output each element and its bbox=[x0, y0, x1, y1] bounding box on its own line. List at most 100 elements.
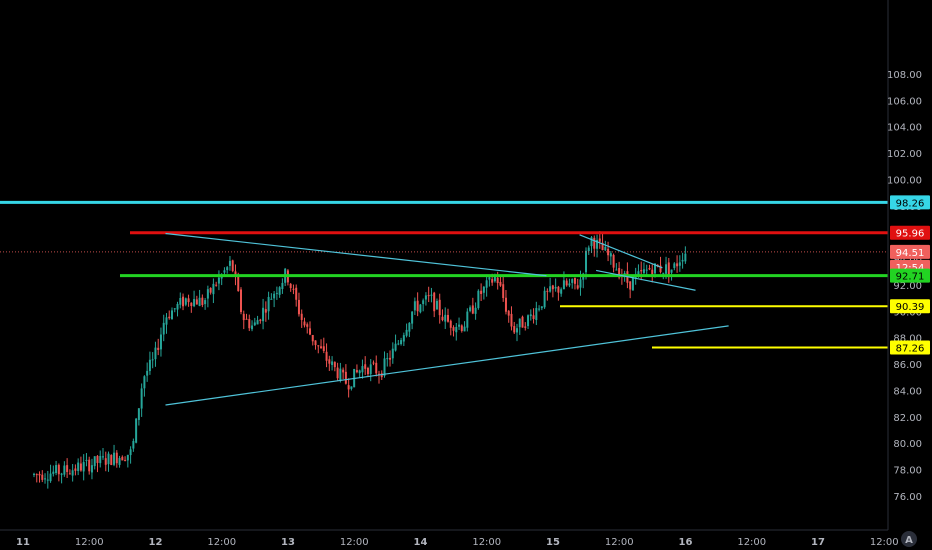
candle bbox=[411, 310, 414, 330]
candle bbox=[521, 315, 524, 328]
candle bbox=[488, 275, 491, 287]
candle bbox=[113, 444, 116, 467]
candle bbox=[615, 263, 618, 271]
candle bbox=[173, 308, 176, 313]
candle bbox=[444, 307, 447, 329]
candle bbox=[148, 351, 151, 375]
candle bbox=[593, 235, 596, 257]
candle bbox=[416, 292, 419, 317]
time-axis[interactable]: 11 12:00 12 12:00 13 12:00 14 12:00 15 12:00 16 12:… bbox=[16, 537, 899, 548]
candle bbox=[375, 355, 378, 377]
candle bbox=[460, 324, 463, 333]
candle bbox=[601, 233, 604, 251]
candle bbox=[231, 259, 234, 273]
candle bbox=[240, 287, 242, 315]
candle bbox=[543, 286, 546, 309]
candle bbox=[369, 359, 372, 382]
badge-yellow-level-2: 87.26 bbox=[890, 340, 930, 355]
candle bbox=[289, 282, 292, 292]
candle bbox=[137, 408, 140, 426]
badge-text: 94.51 bbox=[896, 248, 925, 259]
candle bbox=[71, 463, 74, 482]
candle bbox=[162, 314, 165, 342]
candle bbox=[104, 451, 107, 472]
candle bbox=[278, 286, 281, 298]
candle bbox=[684, 246, 687, 264]
candle bbox=[126, 454, 129, 468]
candle bbox=[529, 309, 532, 321]
candle bbox=[41, 470, 44, 483]
candle bbox=[435, 298, 438, 310]
candle bbox=[458, 317, 461, 330]
candle bbox=[402, 332, 405, 346]
candle bbox=[259, 318, 262, 324]
logo-icon[interactable]: A bbox=[901, 531, 917, 547]
price-tick-label: 108.00 bbox=[887, 70, 922, 81]
candle bbox=[554, 278, 557, 292]
trendline-ascending[interactable] bbox=[165, 325, 729, 406]
candle bbox=[681, 252, 684, 269]
candle bbox=[447, 308, 449, 323]
candle bbox=[110, 454, 113, 466]
candle bbox=[267, 291, 270, 320]
candle bbox=[82, 454, 85, 481]
candle bbox=[66, 458, 69, 479]
candle bbox=[355, 364, 358, 374]
time-tick-label: 14 bbox=[414, 537, 428, 548]
badge-green-level: 92.71 bbox=[890, 268, 930, 283]
time-tick-label: 15 bbox=[546, 537, 560, 548]
candle bbox=[275, 286, 278, 300]
price-tick-label: 86.00 bbox=[893, 360, 922, 371]
candle bbox=[507, 309, 510, 323]
candle bbox=[557, 285, 560, 301]
candle bbox=[676, 255, 679, 273]
candle bbox=[165, 313, 168, 334]
candle bbox=[538, 305, 541, 312]
candle bbox=[143, 375, 146, 397]
candle bbox=[344, 364, 347, 385]
time-tick-label: 12:00 bbox=[207, 537, 236, 548]
candle bbox=[201, 294, 204, 308]
price-tick-label: 104.00 bbox=[887, 123, 922, 134]
candle bbox=[405, 323, 408, 338]
candle bbox=[151, 352, 154, 369]
candle bbox=[90, 458, 93, 480]
badge-text: 92.71 bbox=[896, 272, 925, 283]
candle bbox=[195, 295, 198, 305]
badge-last-price: 94.51 bbox=[890, 244, 930, 259]
candle bbox=[587, 245, 590, 255]
candle bbox=[135, 417, 138, 444]
logo-text: A bbox=[905, 535, 913, 546]
candle bbox=[609, 251, 612, 265]
candle bbox=[551, 284, 554, 298]
trendline-upper-right[interactable] bbox=[579, 234, 663, 269]
drawn-lines bbox=[0, 200, 888, 406]
trendline-lower-right[interactable] bbox=[596, 269, 696, 291]
candle bbox=[118, 455, 121, 468]
candle bbox=[565, 278, 568, 287]
candle bbox=[642, 262, 645, 275]
candle bbox=[474, 302, 477, 320]
candle bbox=[55, 460, 58, 476]
trendline-descending[interactable] bbox=[165, 232, 547, 277]
candle bbox=[187, 294, 190, 307]
candle bbox=[427, 286, 430, 303]
candle bbox=[63, 461, 66, 477]
candle bbox=[659, 256, 662, 274]
candle bbox=[568, 278, 571, 288]
candle bbox=[245, 313, 248, 320]
candle bbox=[309, 321, 311, 336]
candle bbox=[513, 321, 516, 335]
candle bbox=[322, 337, 325, 354]
candle bbox=[631, 276, 634, 291]
candle bbox=[303, 317, 306, 328]
candle bbox=[532, 308, 535, 324]
candle bbox=[206, 285, 209, 308]
candle bbox=[516, 323, 518, 342]
candle bbox=[471, 297, 474, 315]
candle bbox=[604, 240, 607, 251]
candle bbox=[342, 367, 345, 380]
badge-text: 87.26 bbox=[896, 343, 925, 354]
candle bbox=[452, 325, 455, 337]
